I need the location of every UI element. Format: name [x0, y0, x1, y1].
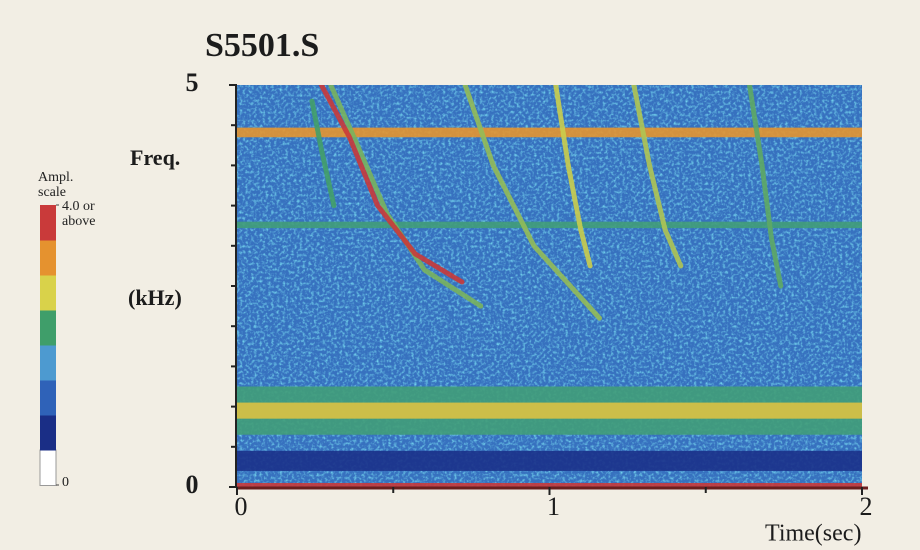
whistler-trace [747, 85, 784, 289]
frequency-band [237, 450, 862, 471]
colorbar-swatch [40, 310, 56, 346]
colorbar-swatch [40, 275, 56, 311]
y-axis-unit: (kHz) [128, 285, 182, 310]
colorbar-swatch [39, 449, 57, 486]
whistler-trace [318, 85, 465, 285]
y-tick-label: 5 [186, 68, 199, 97]
whistler-trace [631, 85, 684, 269]
frequency-band [237, 482, 862, 487]
colorbar-swatch [40, 345, 56, 381]
colorbar-title: Ampl. scale [38, 170, 74, 200]
colorbar-tick-label: 0 [62, 475, 69, 490]
chart-title: S5501.S [205, 27, 319, 64]
colorbar-swatch [40, 240, 56, 276]
x-tick-label: 2 [860, 492, 873, 521]
colorbar-swatch [40, 205, 56, 241]
plot-area [237, 85, 862, 487]
frequency-band [237, 127, 862, 138]
x-axis-label: Time(sec) [765, 521, 861, 547]
y-tick-label: 0 [186, 470, 199, 499]
x-tick-label: 0 [235, 492, 248, 521]
colorbar-swatch [40, 380, 56, 416]
frequency-band [237, 221, 862, 229]
colorbar-tick-label: 4.0 or above [62, 199, 96, 229]
frequency-band [237, 402, 862, 419]
axes: 0 5 0 1 2 [186, 68, 873, 521]
whistler-trace [462, 85, 602, 321]
colorbar-swatch [40, 415, 56, 451]
x-tick-label: 1 [547, 492, 560, 521]
whistler-trace [553, 85, 593, 269]
y-axis-label: Freq. [130, 145, 180, 170]
whistler-trace [309, 98, 337, 209]
